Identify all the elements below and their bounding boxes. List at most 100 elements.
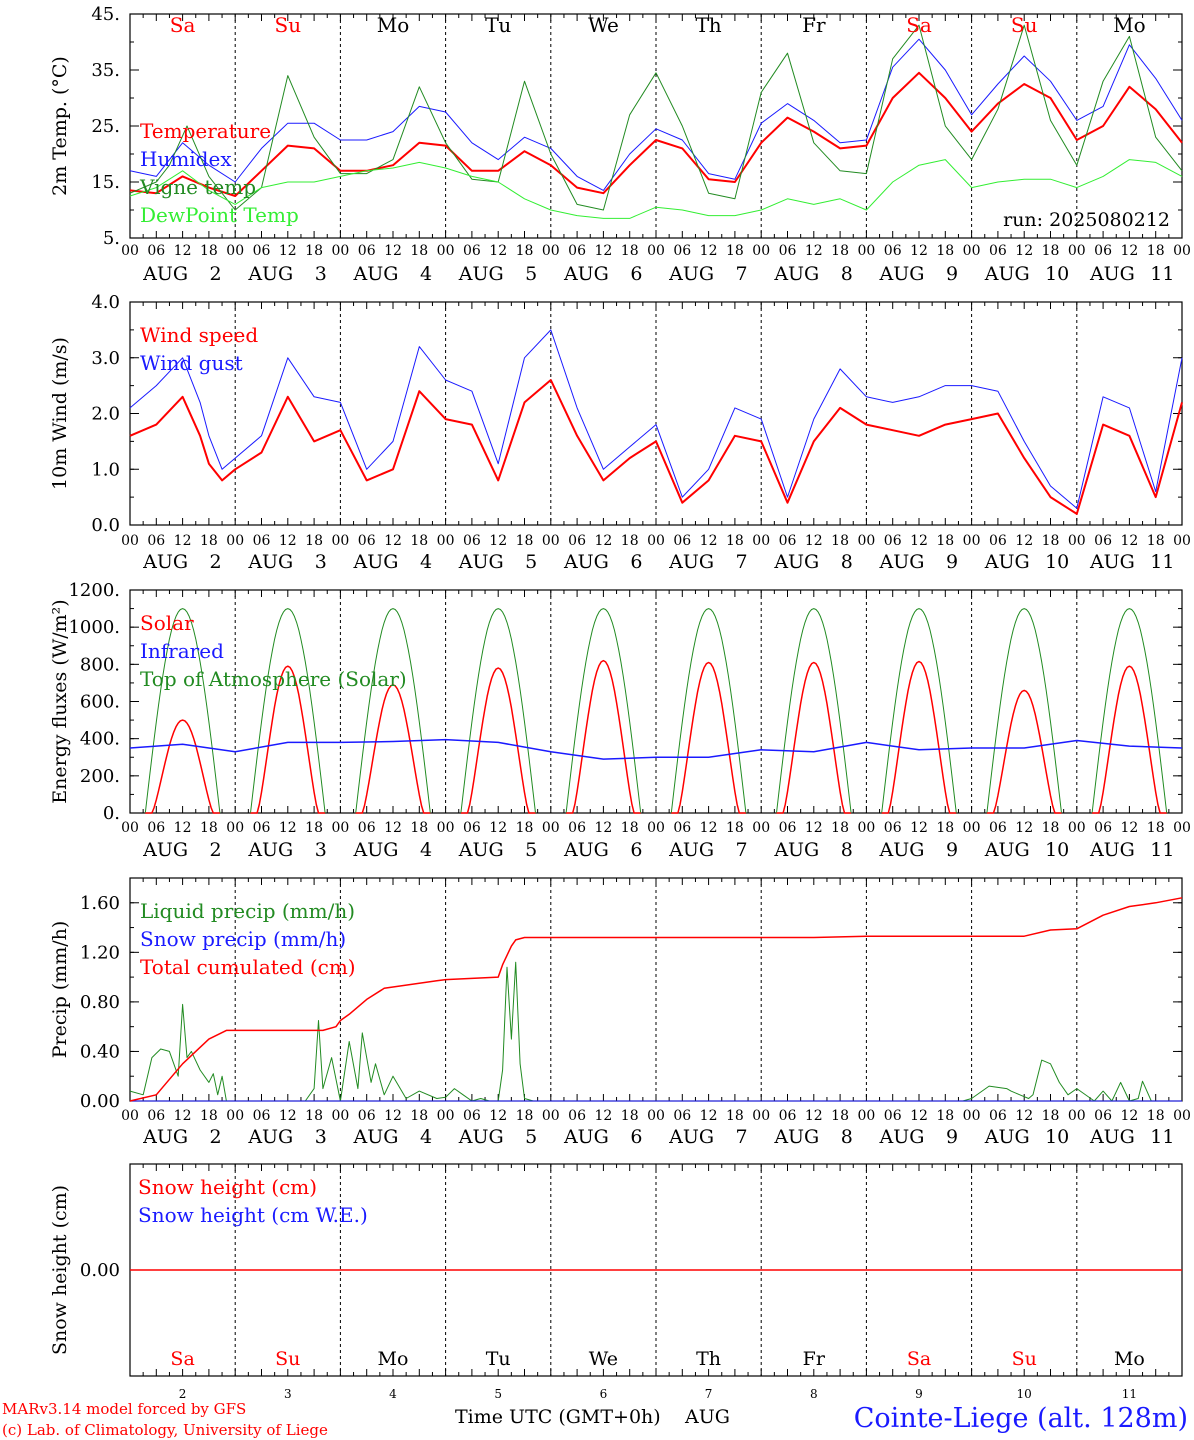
hour-tick-label: 18 <box>305 243 323 259</box>
hour-tick-label: 06 <box>253 243 271 259</box>
month-label: AUG <box>458 839 504 861</box>
hour-tick-label: 12 <box>594 243 612 259</box>
hour-tick-label: 18 <box>1147 1108 1165 1124</box>
hour-tick-label: 06 <box>884 533 902 549</box>
y-tick-label: 1.20 <box>80 942 120 963</box>
hour-tick-label: 06 <box>147 820 165 836</box>
y-axis-label: 2m Temp. (°C) <box>49 56 71 196</box>
hour-tick-label: 00 <box>647 820 665 836</box>
hour-tick-label: 00 <box>437 533 455 549</box>
hour-tick-label: 18 <box>410 820 428 836</box>
legend-entry: Liquid precip (mm/h) <box>140 899 355 923</box>
hour-tick-label: 18 <box>936 243 954 259</box>
hour-tick-label: 06 <box>884 243 902 259</box>
series-solar-day <box>145 719 220 814</box>
hour-tick-label: 18 <box>726 533 744 549</box>
hour-tick-label: 06 <box>989 533 1007 549</box>
hour-tick-label: 18 <box>831 1108 849 1124</box>
day-number-label: 3 <box>315 839 327 861</box>
y-tick-label: 35. <box>91 60 120 81</box>
series-vigne-temp <box>129 24 1183 211</box>
month-label: AUG <box>879 839 925 861</box>
month-label: AUG <box>353 263 399 285</box>
day-number-label: 5 <box>525 551 537 573</box>
y-axis-label: Precip (mm/h) <box>49 921 71 1059</box>
day-number-label: 10 <box>1045 263 1069 285</box>
month-label: AUG <box>668 551 714 573</box>
hour-tick-label: 12 <box>279 1108 297 1124</box>
month-label: AUG <box>458 1126 504 1148</box>
day-number-label: 4 <box>389 1387 397 1401</box>
hour-tick-label: 00 <box>437 243 455 259</box>
hour-tick-label: 12 <box>594 820 612 836</box>
day-number-label: 6 <box>630 551 642 573</box>
day-number-label: 6 <box>630 1126 642 1148</box>
month-label: AUG <box>1089 839 1135 861</box>
day-number-label: 7 <box>705 1387 713 1401</box>
series-toa-day <box>565 608 642 814</box>
hour-tick-label: 00 <box>1068 533 1086 549</box>
month-label: AUG <box>1089 551 1135 573</box>
panel-1: 5. 15. 25. 35. 45. 2m Temp. (°C) 00 06 12 18 00 06 1… <box>49 4 1191 285</box>
hour-tick-label: 06 <box>147 1108 165 1124</box>
series-toa-day <box>986 608 1062 814</box>
hour-tick-label: 18 <box>621 820 639 836</box>
hour-tick-label: 06 <box>253 820 271 836</box>
series-liquid-precip-mm-h- <box>129 961 1182 1102</box>
month-label: AUG <box>563 1126 609 1148</box>
hour-tick-label: 18 <box>410 533 428 549</box>
hour-tick-label: 00 <box>752 820 770 836</box>
month-label: AUG <box>353 839 399 861</box>
day-number-label: 4 <box>420 263 432 285</box>
hour-tick-label: 18 <box>621 1108 639 1124</box>
hour-tick-label: 18 <box>200 533 218 549</box>
hour-tick-label: 12 <box>279 820 297 836</box>
weekday-label: Su <box>1012 1348 1037 1370</box>
y-tick-label: 25. <box>91 116 120 137</box>
day-number-label: 11 <box>1150 551 1174 573</box>
series-toa-day <box>355 608 431 814</box>
day-number-label: 8 <box>810 1387 818 1401</box>
y-tick-label: 5. <box>103 228 120 249</box>
hour-tick-label: 12 <box>805 1108 823 1124</box>
legend-entry: DewPoint Temp <box>140 203 299 227</box>
y-tick-label: 0.40 <box>80 1041 120 1062</box>
hour-tick-label: 18 <box>200 820 218 836</box>
hour-tick-label: 06 <box>463 820 481 836</box>
month-label: AUG <box>458 263 504 285</box>
hour-tick-label: 00 <box>331 1108 349 1124</box>
hour-tick-label: 12 <box>174 533 192 549</box>
month-label: AUG <box>247 551 293 573</box>
series-solar-day <box>986 689 1062 814</box>
hour-tick-label: 06 <box>779 243 797 259</box>
hour-tick-label: 18 <box>1042 820 1060 836</box>
footer-lab: (c) Lab. of Climatology, University of L… <box>2 1421 328 1439</box>
panel-5: 0.00 Snow height (cm) Snow height (cm) Snow… <box>49 1163 1183 1377</box>
weekday-label: Sa <box>906 13 932 37</box>
hour-tick-label: 00 <box>963 243 981 259</box>
day-number-label: 3 <box>284 1387 292 1401</box>
hour-tick-label: 12 <box>700 243 718 259</box>
hour-tick-label: 12 <box>805 820 823 836</box>
hour-tick-label: 06 <box>989 820 1007 836</box>
weekday-label: Su <box>275 13 302 37</box>
hour-tick-label: 18 <box>726 1108 744 1124</box>
panel-frame <box>129 589 1183 814</box>
y-tick-label: 1.60 <box>80 893 120 914</box>
day-number-label: 2 <box>210 551 222 573</box>
hour-tick-label: 06 <box>989 243 1007 259</box>
series-toa-day <box>1091 608 1168 814</box>
month-label: AUG <box>773 263 819 285</box>
hour-tick-label: 18 <box>305 533 323 549</box>
day-number-label: 5 <box>525 1126 537 1148</box>
hour-tick-label: 00 <box>963 820 981 836</box>
day-number-label: 9 <box>915 1387 923 1401</box>
month-label: AUG <box>353 551 399 573</box>
hour-tick-label: 18 <box>516 1108 534 1124</box>
legend-entry: Wind speed <box>140 323 258 347</box>
month-label: AUG <box>247 839 293 861</box>
day-number-label: 7 <box>736 1126 748 1148</box>
footer-model: MARv3.14 model forced by GFS <box>2 1400 246 1418</box>
hour-tick-label: 12 <box>384 1108 402 1124</box>
hour-tick-label: 18 <box>726 820 744 836</box>
